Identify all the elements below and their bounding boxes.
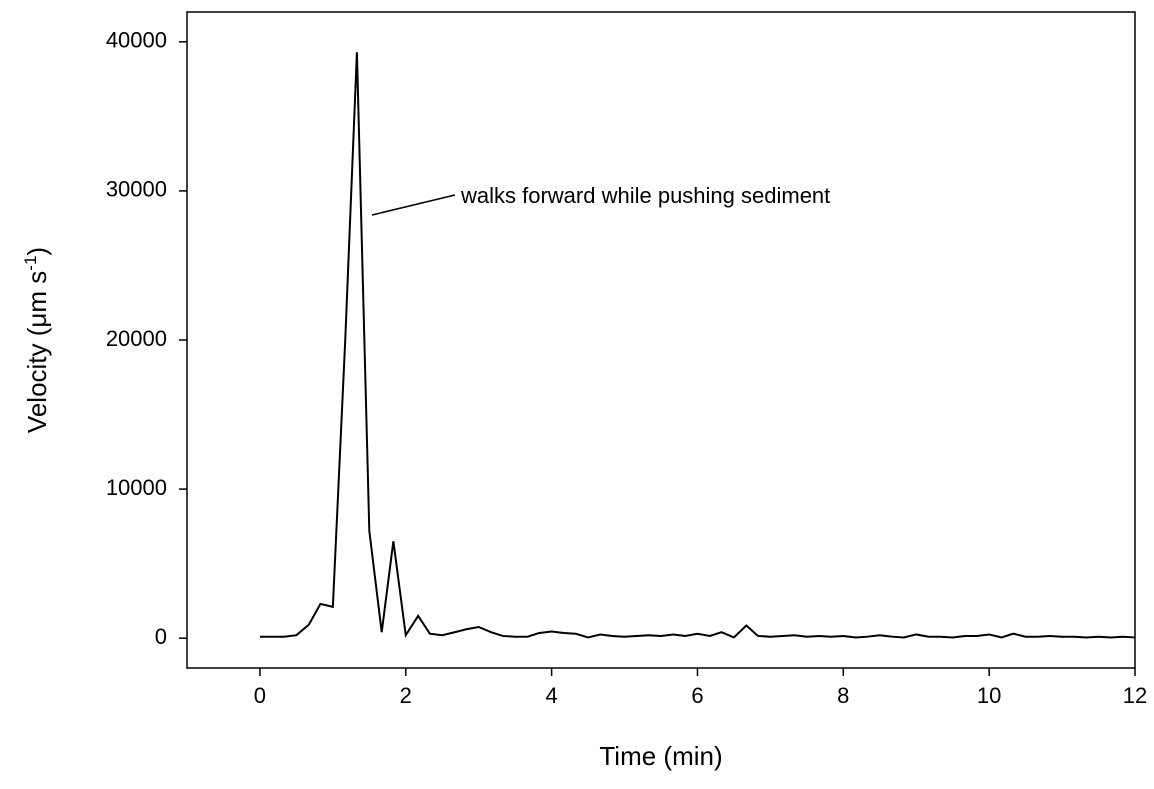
y-tick-label: 20000 (106, 326, 167, 351)
y-axis-label-sup: -1 (21, 256, 40, 271)
y-tick-label: 10000 (106, 475, 167, 500)
y-tick-label: 30000 (106, 177, 167, 202)
x-tick-label: 2 (400, 683, 412, 708)
plot-frame (186, 11, 1136, 669)
y-tick-label: 0 (155, 624, 167, 649)
y-axis-label-end: ) (22, 247, 52, 256)
x-axis-label: Time (min) (599, 741, 722, 771)
x-tick-label: 6 (691, 683, 703, 708)
y-axis-label-main: Velocity (μm s (22, 271, 52, 433)
x-tick-label: 4 (545, 683, 557, 708)
annotation: walks forward while pushing sediment (460, 183, 830, 208)
x-tick-label: 8 (837, 683, 849, 708)
y-axis-label: Velocity (μm s-1) (21, 247, 52, 433)
y-tick-label: 40000 (106, 28, 167, 53)
annotation-pointer (371, 194, 456, 216)
x-tick-label: 12 (1123, 683, 1147, 708)
x-tick-label: 0 (254, 683, 266, 708)
data-line (259, 52, 1136, 639)
x-tick-label: 10 (977, 683, 1001, 708)
